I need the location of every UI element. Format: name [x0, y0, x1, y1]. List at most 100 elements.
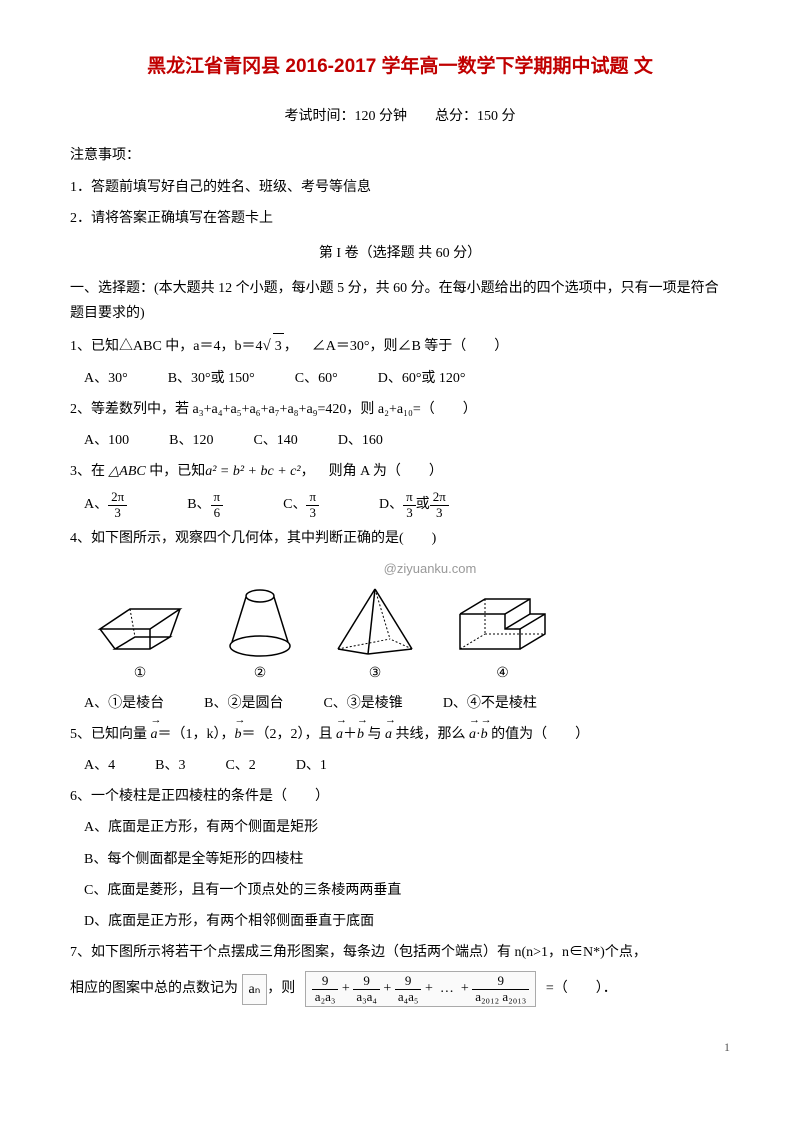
q1-opt-d: D、60°或 120° [378, 366, 466, 391]
q7-line2: 相应的图案中总的点数记为 aₙ，则 9a₂a₃ + 9a₃a₄ + 9a₄a₅ … [70, 971, 730, 1007]
n4: 9 [472, 974, 529, 989]
prismoid-icon [90, 589, 190, 659]
q3c-pre: C、 [283, 497, 306, 512]
q1-options: A、30° B、30°或 150° C、60° D、60°或 120° [84, 366, 730, 391]
page-title: 黑龙江省青冈县 2016-2017 学年高一数学下学期期中试题 文 [70, 50, 730, 84]
q2-opt-c: C、140 [253, 428, 297, 453]
q2-opt-b: B、120 [169, 428, 213, 453]
q5a: 5、已知向量 [70, 727, 151, 742]
q5-opt-c: C、2 [225, 753, 255, 778]
q3-b: 中，已知 [146, 464, 206, 479]
shape3-label: ③ [330, 661, 420, 686]
frac-sum-box: 9a₂a₃ + 9a₃a₄ + 9a₄a₅ + … + 9a₂₀₁₂ a₂₀₁₃ [305, 971, 537, 1007]
q5e: 与 [364, 727, 385, 742]
vec-b2: b [357, 722, 364, 747]
notice-2: 2．请将答案正确填写在答题卡上 [70, 206, 730, 231]
n3: 9 [395, 974, 422, 989]
sqrt-icon [263, 339, 271, 354]
va4: a [469, 727, 476, 742]
dd1: a₂a₃ [312, 990, 339, 1004]
q6: 6、一个棱柱是正四棱柱的条件是（ ） [70, 784, 730, 809]
shape1-label: ① [90, 661, 190, 686]
q7-line1: 7、如下图所示将若干个点摆成三角形图案，每条边（包括两个端点）有 n(n>1，n… [70, 940, 730, 965]
q6-opt-c: C、底面是菱形，且有一个顶点处的三条棱两两垂直 [84, 878, 730, 903]
n2: 9 [353, 974, 380, 989]
vb2: b [357, 727, 364, 742]
va3: a [385, 727, 392, 742]
p1: + [342, 981, 350, 996]
shape-2: ② [220, 584, 300, 686]
p2: + [383, 981, 391, 996]
q3d-pre: D、 [379, 497, 403, 512]
q5-opt-a: A、4 [84, 753, 115, 778]
vec-a2: a [336, 722, 343, 747]
q3-opt-a: A、2π3 [84, 490, 127, 520]
den: 3 [403, 506, 416, 520]
q3-opt-d: D、π3或2π3 [379, 490, 449, 520]
q3b-pre: B、 [187, 497, 210, 512]
q5f: 共线，那么 [392, 727, 469, 742]
q4: 4、如下图所示，观察四个几何体，其中判断正确的是( ) [70, 526, 730, 551]
an-box: aₙ [242, 974, 268, 1005]
q4-opt-b: B、②是圆台 [204, 691, 283, 716]
den: 3 [108, 506, 127, 520]
shape-1: ① [90, 589, 190, 686]
part1-head: 第 I 卷（选择题 共 60 分） [70, 241, 730, 266]
n1: 9 [312, 974, 339, 989]
q3-a: 3、在 [70, 464, 109, 479]
q5b: ＝（1，k）， [158, 727, 235, 742]
q4-opt-d: D、④不是棱柱 [443, 691, 537, 716]
num: 2π [108, 490, 127, 505]
vb: b [235, 727, 242, 742]
vec-b3: b [481, 722, 488, 747]
q5-opt-d: D、1 [296, 753, 327, 778]
q1-text-a: 1、已知△ABC 中，a＝4，b＝4 [70, 339, 263, 354]
va: a [151, 727, 158, 742]
num: π [211, 490, 224, 505]
q3-tri: △ABC [109, 464, 146, 479]
va2: a [336, 727, 343, 742]
dd3: a₄a₅ [395, 990, 422, 1004]
shapes-row: ① ② ③ [90, 584, 730, 686]
q4-options: A、①是棱台 B、②是圆台 C、③是棱锥 D、④不是棱柱 [84, 691, 730, 716]
den: 3 [430, 506, 449, 520]
watermark: @ziyuanku.com [130, 557, 730, 580]
q3-eq: a² = b² + bc + c² [205, 464, 300, 479]
q7c: ，则 [267, 981, 295, 996]
q1: 1、已知△ABC 中，a＝4，b＝43， ∠A＝30°，则∠B 等于（ ） [70, 333, 730, 360]
or: 或 [416, 497, 430, 512]
num: π [306, 490, 319, 505]
page-number: 1 [70, 1037, 730, 1059]
notched-prism-icon [450, 589, 555, 659]
dd2: a₃a₄ [353, 990, 380, 1004]
shape-3: ③ [330, 584, 420, 686]
exam-info: 考试时间：120 分钟 总分：150 分 [70, 104, 730, 129]
notice-head: 注意事项： [70, 143, 730, 168]
vec-b: b [235, 722, 242, 747]
q6-opt-a: A、底面是正方形，有两个侧面是矩形 [84, 815, 730, 840]
q5-opt-b: B、3 [155, 753, 185, 778]
q2-opt-d: D、160 [338, 428, 383, 453]
pyramid-icon [330, 584, 420, 659]
q1-opt-c: C、60° [295, 366, 338, 391]
q3-opt-c: C、π3 [283, 490, 319, 520]
q3a-pre: A、 [84, 497, 108, 512]
q3: 3、在 △ABC 中，已知a² = b² + bc + c²， 则角 A 为（ … [70, 459, 730, 484]
section1-desc: 一、选择题：(本大题共 12 个小题，每小题 5 分，共 60 分。在每小题给出… [70, 276, 730, 326]
q3-options: A、2π3 B、π6 C、π3 D、π3或2π3 [84, 490, 730, 520]
q3-opt-b: B、π6 [187, 490, 223, 520]
q7d: =（ ）． [546, 981, 617, 996]
q6-opt-d: D、底面是正方形，有两个相邻侧面垂直于底面 [84, 909, 730, 934]
q1-opt-b: B、30°或 150° [168, 366, 255, 391]
q2-opt-a: A、100 [84, 428, 129, 453]
p3: + [425, 981, 433, 996]
vec-a: a [151, 722, 158, 747]
q5: 5、已知向量 a＝（1，k），b＝（2，2），且 a＋b 与 a 共线，那么 a… [70, 722, 730, 747]
q7b: 相应的图案中总的点数记为 [70, 981, 242, 996]
q5c: ＝（2，2），且 [242, 727, 337, 742]
sqrt3: 3 [273, 333, 284, 359]
shape2-label: ② [220, 661, 300, 686]
q2: 2、等差数列中，若 a₃+a₄+a₅+a₆+a₇+a₈+a₉=420，则 a₂+… [70, 397, 730, 422]
notice-1: 1．答题前填写好自己的姓名、班级、考号等信息 [70, 175, 730, 200]
q5-options: A、4 B、3 C、2 D、1 [84, 753, 730, 778]
